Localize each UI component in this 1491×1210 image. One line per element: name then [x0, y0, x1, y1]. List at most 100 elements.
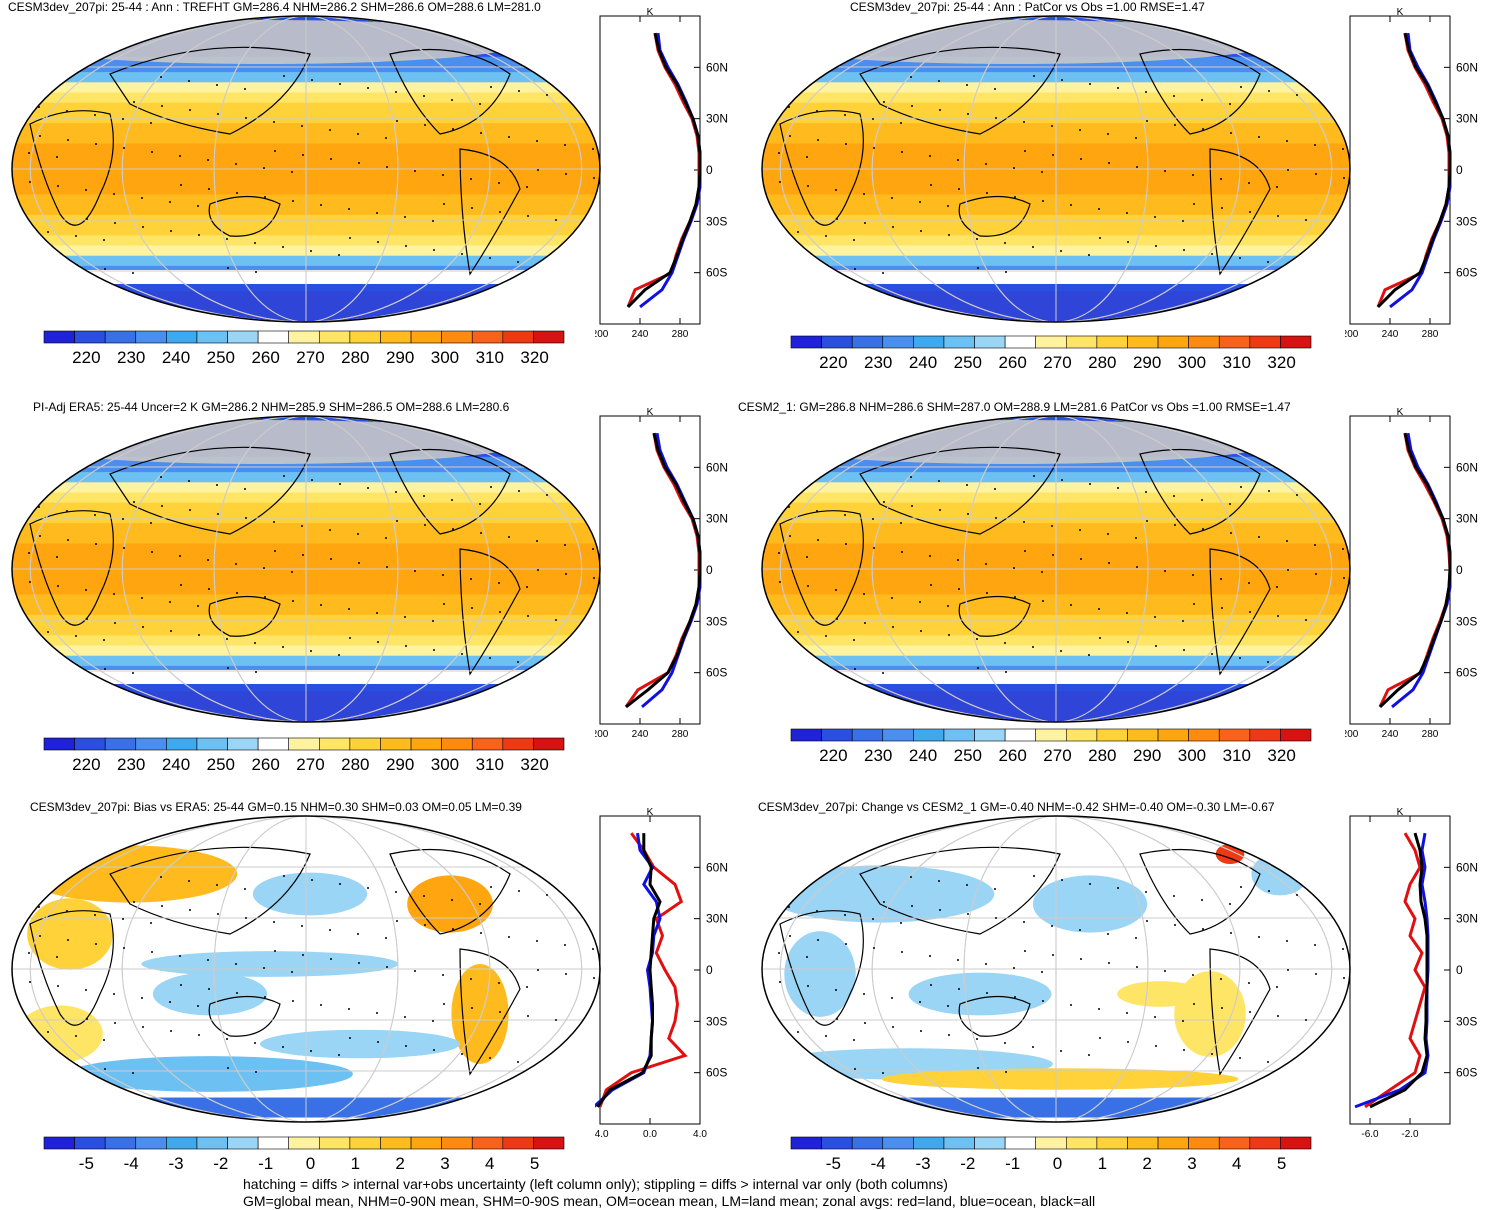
colorbar-swatch [227, 330, 259, 344]
stipple-dot [967, 513, 969, 515]
colorbar-swatch [1157, 728, 1189, 742]
stipple-dot [1183, 249, 1185, 251]
stipple-dot [592, 548, 594, 550]
stipple-dot [20, 656, 22, 658]
stipple-dot [490, 86, 492, 88]
stipple-dot [161, 505, 163, 507]
stipple-dot [180, 184, 182, 186]
stipple-dot [338, 254, 340, 256]
stipple-dot [85, 189, 87, 191]
stipple-dot [920, 1030, 922, 1032]
stipple-dot [198, 634, 200, 636]
stipple-dot [1249, 1011, 1251, 1013]
stipple-dot [1173, 95, 1175, 97]
stipple-dot [357, 933, 359, 935]
stipple-dot [56, 556, 58, 558]
stipple-dot [498, 582, 500, 584]
colorbar-label: -2 [213, 1154, 228, 1172]
stipple-dot [986, 592, 988, 594]
stipple-dot [1005, 671, 1007, 673]
stipple-dot [133, 901, 135, 903]
stipple-dot [1230, 132, 1232, 134]
coastline [1209, 548, 1271, 676]
stipple-dot [470, 578, 472, 580]
stipple-dot [947, 605, 949, 607]
colorbar-swatch [74, 1136, 106, 1150]
zonal-xtick-label: 240 [1382, 729, 1399, 740]
stipple-dot [1024, 550, 1026, 552]
stipple-dot [948, 1034, 950, 1036]
stipple-dot [574, 498, 576, 500]
stipple-dot [1248, 182, 1250, 184]
stipple-dot [1343, 577, 1345, 579]
stipple-dot [1041, 571, 1043, 573]
colorbar-label: 260 [251, 348, 279, 366]
lat-label: 0 [706, 563, 713, 577]
stipple-dot [789, 135, 791, 137]
colorbar-label: 3 [440, 1154, 449, 1172]
stipple-dot [235, 163, 237, 165]
stipple-dot [583, 1023, 585, 1025]
stipple-dot [86, 218, 88, 220]
colorbar-swatch [135, 330, 167, 344]
stipple-dot [1024, 150, 1026, 152]
stipple-dot [994, 88, 996, 90]
stipple-dot [114, 222, 116, 224]
stipple-dot [330, 558, 332, 560]
stipple-dot [395, 491, 397, 493]
stipple-dot [526, 586, 528, 588]
colorbar-label: 4 [1232, 1154, 1241, 1172]
stipple-dot [1052, 154, 1054, 156]
zonal-frame [599, 415, 701, 725]
stipple-dot [1342, 148, 1344, 150]
colorbar-label: 320 [1267, 353, 1295, 371]
stipple-dot [75, 635, 77, 637]
stipple-dot [545, 1065, 547, 1067]
colorbar-swatch [1218, 1136, 1251, 1150]
zonal-xtick-label: 200 [595, 729, 609, 740]
stipple-dot [274, 950, 276, 952]
stipple-dot [150, 922, 152, 924]
stipple-dot [179, 155, 181, 157]
zonal-average-plot: K -6.0 -2.0 60N 30N 0 30S 60S [1349, 808, 1478, 1140]
stipple-dot [75, 235, 77, 237]
colorbar-label: 270 [296, 348, 324, 366]
stipple-dot [1324, 498, 1326, 500]
stipple-dot [536, 140, 538, 142]
stipple-dot [760, 873, 761, 875]
stipple-dot [1343, 177, 1345, 179]
colorbar-swatch [288, 737, 320, 751]
field-anomaly [765, 865, 995, 923]
stipple-dot [901, 951, 903, 953]
stipple-dot [1202, 928, 1204, 930]
stipple-dot [423, 895, 425, 897]
lat-label: 0 [1456, 563, 1463, 577]
colorbar-swatch [1188, 335, 1220, 349]
stipple-dot [864, 1022, 866, 1024]
stipple-dot [1154, 1016, 1156, 1018]
stipple-dot [1287, 569, 1289, 571]
ice-region [12, 20, 526, 65]
zonal-line-land [1378, 432, 1452, 708]
stipple-dot [1221, 607, 1223, 609]
stipple-dot [1154, 616, 1156, 618]
coastline [208, 195, 281, 237]
stipple-dot [1334, 1052, 1336, 1054]
stipple-dot [929, 955, 931, 957]
stipple-dot [357, 133, 359, 135]
colorbar-label: 310 [476, 755, 504, 773]
stipple-dot [263, 967, 265, 969]
zonal-xtick-label: 0.0 [643, 1129, 657, 1140]
gridline [963, 16, 1149, 322]
colorbar-label: 290 [386, 348, 414, 366]
colorbar-swatch [196, 330, 228, 344]
colorbar-swatch [1280, 728, 1312, 742]
stipple-dot [1107, 133, 1109, 135]
stipple-dot [527, 1015, 529, 1017]
stipple-dot [958, 588, 960, 590]
colorbar-swatch [1280, 335, 1312, 349]
field-anomaly [152, 972, 268, 1016]
stipple-dot [161, 105, 163, 107]
stipple-dot [555, 619, 557, 621]
stipple-dot [28, 952, 30, 954]
